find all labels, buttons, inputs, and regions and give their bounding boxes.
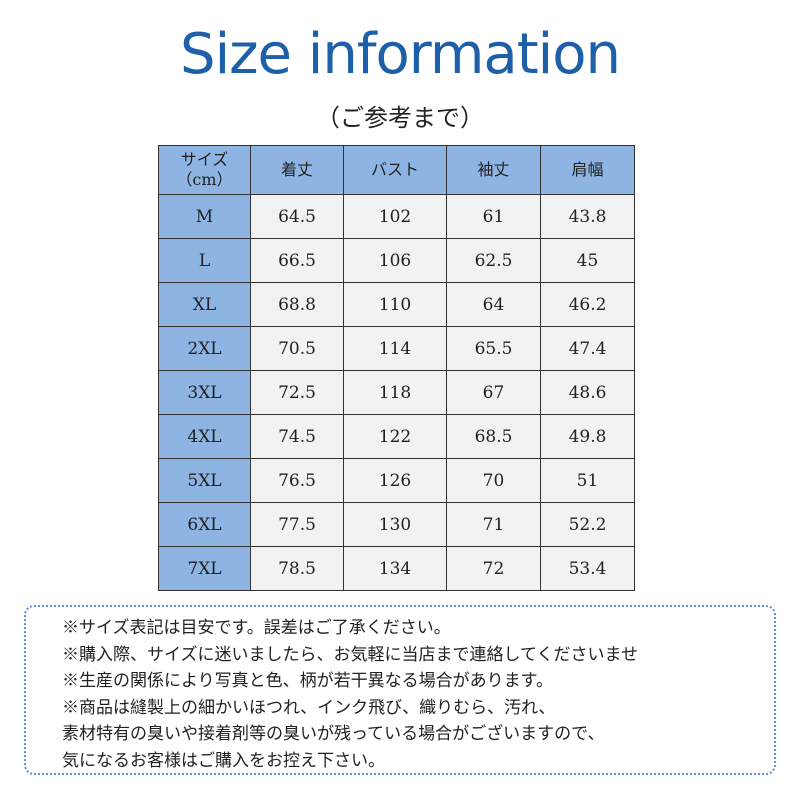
- table-cell: バスト: [343, 145, 447, 195]
- size-table: サイズ （cm） 着丈 バスト 袖丈 肩幅 M 64.5 102 61 43.8 L 66.5 106 6…: [158, 145, 635, 591]
- table-cell: 52.2: [540, 502, 635, 547]
- table-cell: 71: [446, 502, 541, 547]
- note-line: 気になるお客様はご購入をお控え下さい。: [62, 750, 385, 771]
- table-cell: 48.6: [540, 370, 635, 415]
- size-label-cell: L: [158, 238, 251, 283]
- table-cell: 134: [343, 546, 447, 591]
- size-label-cell: 2XL: [158, 326, 251, 371]
- table-row: 5XL 76.5 126 70 51: [158, 458, 635, 503]
- table-cell: 65.5: [446, 326, 541, 371]
- note-line: ※サイズ表記は目安です。誤差はご了承ください。: [62, 618, 451, 638]
- note-line: ※生産の関係により写真と色、柄が若干異なる場合があります。: [62, 671, 553, 691]
- page-title: Size information: [180, 22, 621, 87]
- table-row: 6XL 77.5 130 71 52.2: [158, 502, 635, 547]
- size-label-cell: 3XL: [158, 370, 251, 415]
- table-row: XL 68.8 110 64 46.2: [158, 282, 635, 327]
- table-cell: 74.5: [250, 414, 344, 459]
- table-cell: 72.5: [250, 370, 344, 415]
- table-row: M 64.5 102 61 43.8: [158, 194, 635, 239]
- size-label-cell: 6XL: [158, 502, 251, 547]
- table-cell: 77.5: [250, 502, 344, 547]
- table-cell: 78.5: [250, 546, 344, 591]
- table-cell: 53.4: [540, 546, 635, 591]
- table-cell: 61: [446, 194, 541, 239]
- table-cell: 66.5: [250, 238, 344, 283]
- table-cell: 62.5: [446, 238, 541, 283]
- table-cell: 122: [343, 414, 447, 459]
- table-cell: 76.5: [250, 458, 344, 503]
- size-label-cell: 5XL: [158, 458, 251, 503]
- size-label-cell: 4XL: [158, 414, 251, 459]
- table-cell: 70.5: [250, 326, 344, 371]
- size-label-cell: M: [158, 194, 251, 239]
- notes-box: ※サイズ表記は目安です。誤差はご了承ください。 ※購入際、サイズに迷いましたら、お…: [24, 605, 776, 775]
- table-cell: 110: [343, 282, 447, 327]
- table-row: 3XL 72.5 118 67 48.6: [158, 370, 635, 415]
- table-row: 4XL 74.5 122 68.5 49.8: [158, 414, 635, 459]
- table-cell: 130: [343, 502, 447, 547]
- table-cell: 118: [343, 370, 447, 415]
- table-cell: 114: [343, 326, 447, 371]
- table-row: 2XL 70.5 114 65.5 47.4: [158, 326, 635, 371]
- table-cell: 68.5: [446, 414, 541, 459]
- table-cell: 70: [446, 458, 541, 503]
- table-cell: 68.8: [250, 282, 344, 327]
- table-cell: 51: [540, 458, 635, 503]
- size-label-cell: サイズ （cm）: [158, 145, 251, 195]
- table-row: L 66.5 106 62.5 45: [158, 238, 635, 283]
- table-cell: 64: [446, 282, 541, 327]
- table-cell: 47.4: [540, 326, 635, 371]
- table-cell: 106: [343, 238, 447, 283]
- table-cell: 43.8: [540, 194, 635, 239]
- table-cell: 64.5: [250, 194, 344, 239]
- table-cell: 49.8: [540, 414, 635, 459]
- table-cell: 袖丈: [446, 145, 541, 195]
- table-cell: 45: [540, 238, 635, 283]
- note-line: ※商品は縫製上の細かいほつれ、インク飛び、織りむら、汚れ、: [62, 697, 556, 718]
- size-label-cell: XL: [158, 282, 251, 327]
- table-cell: 126: [343, 458, 447, 503]
- table-cell: 肩幅: [540, 145, 635, 195]
- table-cell: 着丈: [250, 145, 344, 195]
- table-header-row: サイズ （cm） 着丈 バスト 袖丈 肩幅: [158, 145, 635, 195]
- table-cell: 46.2: [540, 282, 635, 327]
- table-cell: 67: [446, 370, 541, 415]
- page-subtitle: （ご参考まで）: [316, 104, 484, 132]
- table-cell: 72: [446, 546, 541, 591]
- table-row: 7XL 78.5 134 72 53.4: [158, 546, 635, 591]
- size-label-cell: 7XL: [158, 546, 251, 591]
- note-line: ※購入際、サイズに迷いましたら、お気軽に当店まで連絡してくださいませ: [62, 644, 638, 665]
- note-line: 素材特有の臭いや接着剤等の臭いが残っている場合がございますので、: [62, 724, 605, 744]
- table-cell: 102: [343, 194, 447, 239]
